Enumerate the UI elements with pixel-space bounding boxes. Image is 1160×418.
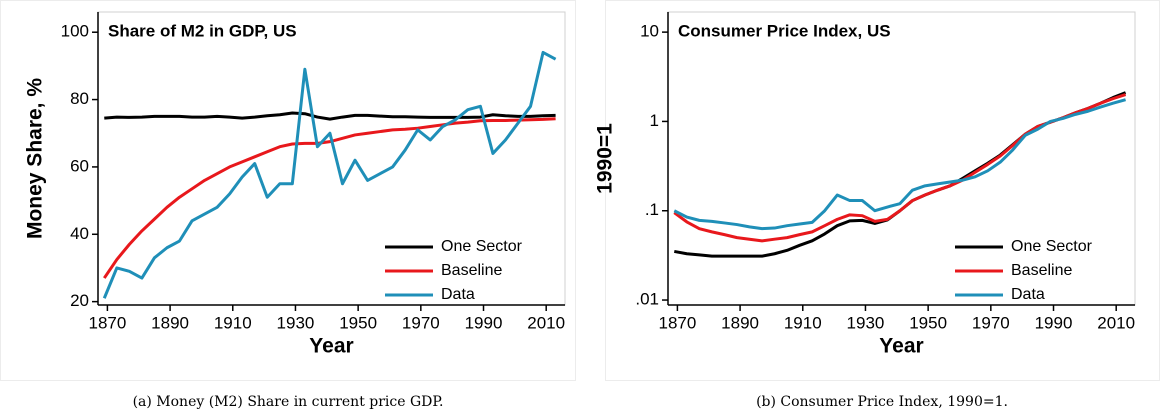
y-tick-label: .01 bbox=[635, 290, 659, 309]
y-tick-label: 10 bbox=[640, 22, 659, 41]
x-tick-label: 1890 bbox=[151, 313, 189, 332]
y-tick-label: 80 bbox=[70, 89, 89, 108]
x-axis-label: Year bbox=[309, 335, 353, 358]
x-tick-label: 1990 bbox=[465, 313, 503, 332]
data-line bbox=[673, 98, 1127, 231]
legend-label: Baseline bbox=[1011, 262, 1072, 279]
x-tick-label: 2010 bbox=[1097, 313, 1135, 332]
y-tick-label: 60 bbox=[70, 156, 89, 175]
data-line bbox=[102, 50, 557, 299]
x-tick-label: 1870 bbox=[88, 313, 126, 332]
caption: (b) Consumer Price Index, 1990=1. bbox=[756, 394, 1008, 410]
x-tick-label: 1950 bbox=[909, 313, 947, 332]
x-tick-label: 1890 bbox=[721, 313, 759, 332]
y-tick-label: .1 bbox=[645, 200, 659, 219]
caption: (a) Money (M2) Share in current price GD… bbox=[133, 394, 444, 410]
x-tick-label: 1910 bbox=[784, 313, 822, 332]
x-tick-label: 1950 bbox=[339, 313, 377, 332]
plot-area bbox=[97, 11, 566, 306]
y-tick-label: 100 bbox=[61, 22, 89, 41]
chart-title: Consumer Price Index, US bbox=[678, 21, 891, 40]
x-tick-label: 1870 bbox=[658, 313, 696, 332]
plot-area bbox=[667, 11, 1136, 306]
data-line bbox=[103, 117, 556, 279]
x-tick-label: 1930 bbox=[277, 313, 315, 332]
x-tick-label: 1990 bbox=[1035, 313, 1073, 332]
y-tick-label: 20 bbox=[70, 291, 89, 310]
x-axis-label: Year bbox=[879, 335, 923, 358]
chart-title: Share of M2 in GDP, US bbox=[108, 21, 297, 40]
x-tick-label: 2010 bbox=[527, 313, 565, 332]
y-axis-label: Money Share, % bbox=[24, 78, 47, 239]
x-tick-label: 1910 bbox=[214, 313, 252, 332]
data-line bbox=[104, 111, 556, 121]
legend-label: Data bbox=[441, 286, 475, 303]
y-axis-label: 1990=1 bbox=[594, 123, 617, 194]
x-tick-label: 1930 bbox=[847, 313, 885, 332]
legend-label: Baseline bbox=[441, 262, 502, 279]
x-tick-label: 1970 bbox=[972, 313, 1010, 332]
x-tick-label: 1970 bbox=[402, 313, 440, 332]
legend-label: One Sector bbox=[1011, 238, 1093, 255]
legend-label: Data bbox=[1011, 286, 1045, 303]
legend-label: One Sector bbox=[441, 238, 523, 255]
y-tick-label: 40 bbox=[70, 224, 89, 243]
y-tick-label: 1 bbox=[650, 111, 659, 130]
